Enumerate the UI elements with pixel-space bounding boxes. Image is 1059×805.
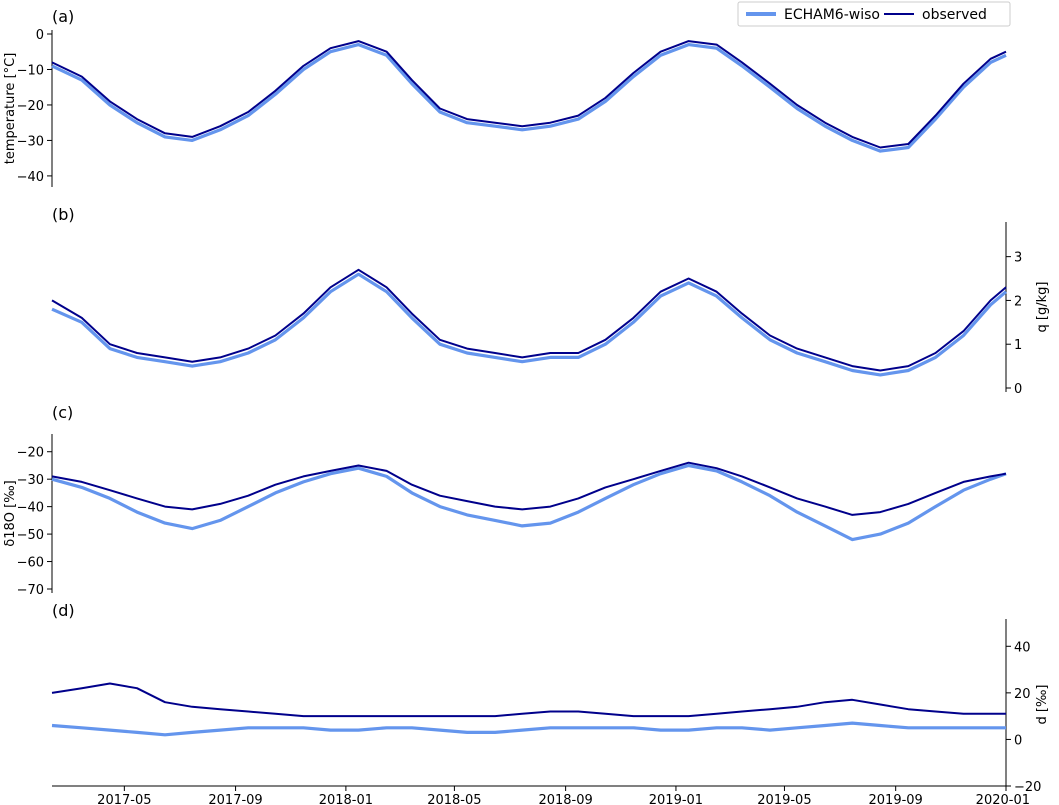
legend: ECHAM6-wiso observed [737, 1, 1011, 27]
y-tick-label: −50 [17, 528, 44, 543]
y-tick-label: 40 [1014, 640, 1031, 655]
y-tick-label: −20 [17, 446, 44, 461]
panel-d: (d) −20 0 20 40 d [‰] [51, 601, 1050, 795]
series-line-observed [51, 268, 1007, 372]
y-tick-label: 0 [1014, 733, 1022, 748]
legend-box [737, 1, 1011, 27]
x-tick-label: 2018-01 [319, 793, 373, 805]
y-axis-title: q [g/kg] [1035, 282, 1050, 333]
y-tick-label: −60 [17, 556, 44, 571]
panel-letter: (d) [52, 601, 75, 620]
y-axis-title: δ18O [‰] [3, 480, 18, 546]
series-line-echam6-wiso [51, 272, 1008, 377]
x-tick-label: 2017-05 [97, 793, 151, 805]
y-tick-label: −20 [17, 99, 44, 114]
y-tick-label: −70 [17, 583, 44, 598]
series-line-echam6-wiso [51, 463, 1007, 542]
panel-letter: (c) [52, 403, 73, 422]
y-tick-label: 1 [1014, 338, 1022, 353]
y-tick-label: 3 [1014, 251, 1022, 266]
panel-a: (a) 0 −10 −20 −30 −40 temperature [°C] [3, 7, 1007, 187]
y-tick-label: 0 [1014, 382, 1022, 397]
series-line-echam6-wiso [51, 42, 1007, 153]
panels-layer: (a) 0 −10 −20 −30 −40 temperature [°C] (b) 0 1 2 3 q… [3, 7, 1050, 795]
panel-letter: (b) [52, 205, 75, 224]
x-tick-label: 2019-09 [869, 793, 923, 805]
y-tick-label: −40 [17, 501, 44, 516]
y-tick-label: −30 [17, 134, 44, 149]
y-axis-title: d [‰] [1035, 685, 1050, 725]
series-line-echam6-wiso [51, 721, 1006, 737]
panel-c: (c) −20 −30 −40 −50 −60 −70 δ18O [‰] [3, 403, 1007, 598]
y-tick-label: −10 [17, 63, 44, 78]
x-tick-label: 2018-05 [427, 793, 481, 805]
x-tick-label: 2020-01 [976, 793, 1030, 805]
x-tick-label: 2018-09 [538, 793, 592, 805]
y-tick-label: 0 [36, 28, 44, 43]
legend-label-observed: observed [922, 7, 987, 23]
x-axis: 2017-05 2017-09 2018-01 2018-05 2018-09 2019-… [52, 785, 1030, 805]
x-tick-label: 2017-09 [208, 793, 262, 805]
y-tick-label: −20 [1014, 780, 1041, 795]
series-line-observed [51, 461, 1007, 516]
y-tick-label: 20 [1014, 687, 1031, 702]
series-line-observed [51, 40, 1007, 149]
x-tick-label: 2019-01 [649, 793, 703, 805]
legend-label-echam: ECHAM6-wiso [784, 7, 880, 23]
y-axis-title: temperature [°C] [3, 53, 18, 165]
series-line-observed [51, 682, 1006, 718]
y-tick-label: −40 [17, 170, 44, 185]
panel-b: (b) 0 1 2 3 q [g/kg] [51, 205, 1050, 397]
y-tick-label: 2 [1014, 294, 1022, 309]
panel-letter: (a) [52, 7, 74, 26]
x-tick-label: 2019-05 [757, 793, 811, 805]
y-tick-label: −30 [17, 473, 44, 488]
